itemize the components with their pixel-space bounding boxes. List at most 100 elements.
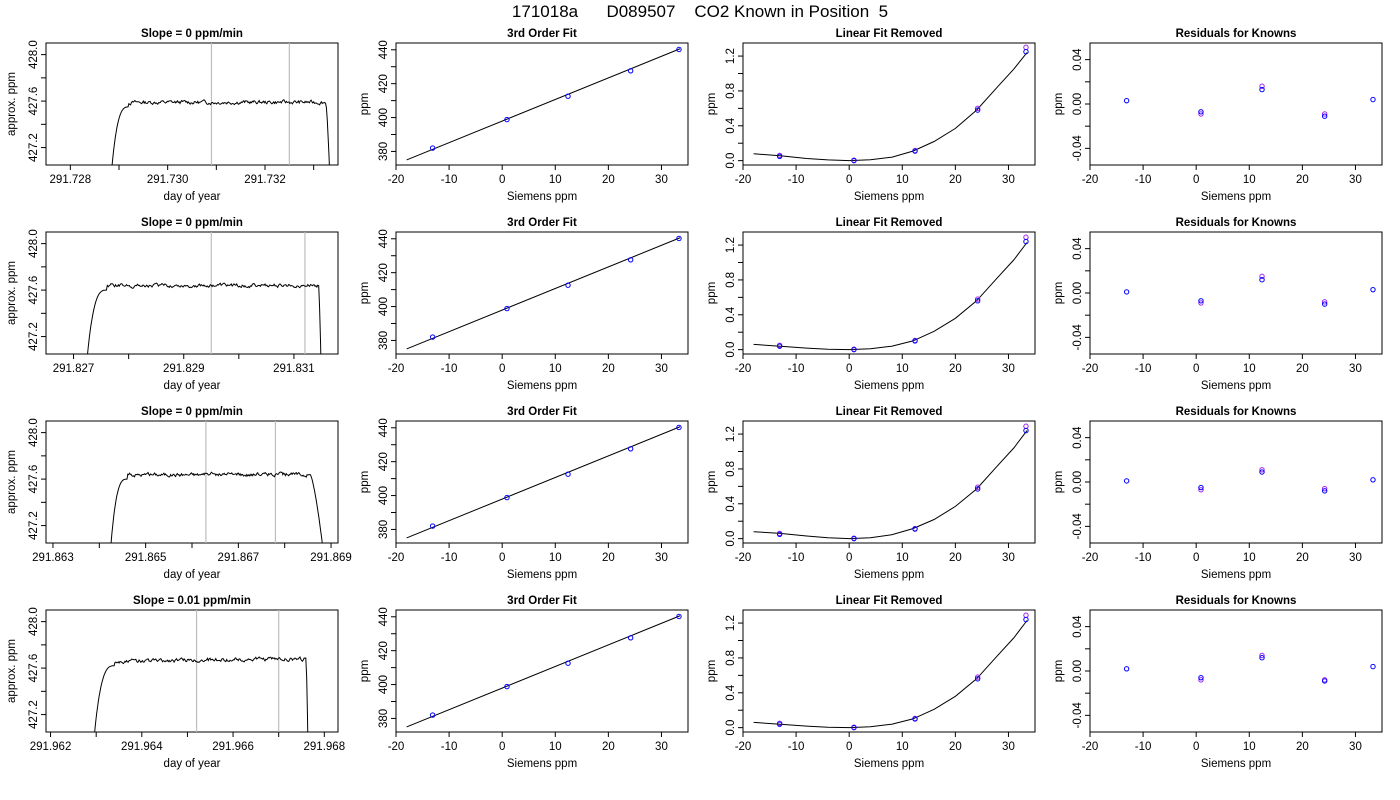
y-tick-label: 0.8 — [725, 272, 737, 288]
y-tick-label: 0.0 — [725, 153, 737, 169]
y-tick-label: 400 — [378, 297, 390, 316]
data-point — [974, 674, 981, 680]
x-tick-label: -20 — [388, 741, 405, 753]
x-tick-label: -20 — [735, 741, 752, 753]
data-point — [676, 613, 682, 620]
data-point — [1321, 111, 1328, 117]
plot-area — [406, 426, 681, 539]
chart-title: Slope = 0 ppm/min — [141, 217, 243, 229]
plot-frame — [45, 231, 339, 355]
chart-panel-r1c1: Slope = 0 ppm/min 291.728 291.730 291.732 42… — [6, 28, 339, 203]
x-tick-label: 0 — [1193, 741, 1199, 753]
x-tick-label: 20 — [602, 363, 615, 375]
data-point — [1198, 487, 1204, 493]
x-tick-label: -10 — [1135, 174, 1152, 186]
y-tick-label: -0.04 — [1072, 324, 1084, 351]
x-tick-label: 291.962 — [30, 741, 72, 753]
data-point — [1023, 49, 1029, 55]
chart-title: Linear Fit Removed — [836, 217, 943, 229]
y-axis-label: ppm — [359, 93, 371, 115]
chart-title: Residuals for Knowns — [1176, 217, 1297, 229]
y-tick-label: 0.0 — [725, 720, 737, 736]
x-tick-label: 20 — [949, 363, 962, 375]
y-tick-label: 400 — [378, 108, 390, 127]
data-point — [776, 153, 783, 159]
y-tick-label: 0.4 — [725, 684, 737, 701]
y-tick-label: 0.00 — [1072, 282, 1084, 304]
data-point — [974, 676, 981, 682]
data-point — [912, 338, 918, 344]
x-axis-label: Siemens ppm — [854, 758, 924, 770]
chart-panel-r3c4: Residuals for Knowns -20 -10 0 10 20 30 -0.04 0.… — [1053, 406, 1383, 581]
y-tick-label: 400 — [378, 675, 390, 694]
chart-panel-r2c1: Slope = 0 ppm/min 291.827 291.829 291.831 42… — [6, 217, 339, 392]
x-tick-label: 20 — [602, 174, 615, 186]
x-tick-label: 20 — [1296, 741, 1309, 753]
x-tick-label: 0 — [846, 363, 852, 375]
x-tick-label: 10 — [896, 363, 909, 375]
y-tick-label: 420 — [378, 452, 390, 471]
x-tick-label: -10 — [441, 174, 458, 186]
y-tick-label: 0.00 — [1072, 660, 1084, 682]
x-tick-label: 30 — [1002, 552, 1015, 564]
data-point — [1259, 469, 1265, 475]
x-tick-label: 0 — [846, 552, 852, 564]
y-tick-label: 428.0 — [28, 607, 40, 636]
chart-panel-r2c3: Linear Fit Removed -20 -10 0 10 20 30 0.0 0.4 0.8… — [706, 217, 1036, 392]
data-point — [1259, 273, 1265, 280]
data-point — [1023, 612, 1029, 618]
x-tick-label: -20 — [1082, 363, 1099, 375]
data-point — [974, 298, 981, 304]
plot-area — [87, 232, 322, 354]
x-tick-label: -20 — [388, 363, 405, 375]
x-tick-label: 0 — [499, 741, 505, 753]
y-tick-label: 427.2 — [28, 511, 40, 540]
y-tick-label: 420 — [378, 74, 390, 93]
x-tick-label: -20 — [1082, 174, 1099, 186]
chart-panel-r4c2: 3rd Order Fit -20 -10 0 10 20 30 380 400 420 440 Si… — [359, 595, 689, 770]
x-tick-label: 10 — [1243, 363, 1256, 375]
y-tick-label: 400 — [378, 486, 390, 505]
x-tick-label: -10 — [788, 174, 805, 186]
x-axis-label: day of year — [164, 380, 221, 392]
data-point — [1198, 111, 1204, 117]
y-axis-label: ppm — [359, 660, 371, 682]
data-point — [627, 446, 634, 452]
fit-line — [406, 237, 681, 350]
y-tick-label: 427.6 — [28, 276, 40, 305]
data-point — [974, 107, 981, 113]
x-tick-label: 30 — [1349, 174, 1362, 186]
y-tick-label: 380 — [378, 331, 390, 350]
plot-frame — [742, 420, 1036, 544]
x-tick-label: 30 — [655, 741, 668, 753]
x-tick-label: -20 — [1082, 741, 1099, 753]
data-point — [676, 235, 682, 242]
x-tick-label: 30 — [1002, 741, 1015, 753]
data-point — [851, 346, 857, 353]
y-axis-label: ppm — [706, 93, 718, 115]
x-axis-label: Siemens ppm — [1201, 569, 1271, 581]
chart-panel-r1c4: Residuals for Knowns -20 -10 0 10 20 30 -0.04 0.… — [1053, 28, 1383, 203]
fit-line — [406, 615, 681, 728]
data-point — [851, 157, 857, 164]
data-point — [1370, 663, 1376, 670]
x-tick-label: 291.968 — [304, 741, 346, 753]
x-tick-label: 0 — [1193, 363, 1199, 375]
data-point — [974, 296, 981, 302]
y-axis-label: ppm — [1053, 282, 1065, 304]
data-point — [504, 683, 510, 690]
x-tick-label: 0 — [846, 741, 852, 753]
data-point — [1123, 666, 1130, 672]
data-point — [912, 526, 918, 532]
plot-area — [753, 52, 1028, 162]
x-tick-label: 291.964 — [121, 741, 163, 753]
chart-panel-r4c3: Linear Fit Removed -20 -10 0 10 20 30 0.0 0.4 0.8… — [706, 595, 1036, 770]
chart-title: Residuals for Knowns — [1176, 406, 1297, 418]
y-tick-label: -0.04 — [1072, 135, 1084, 162]
x-tick-label: -10 — [788, 741, 805, 753]
y-tick-label: 427.2 — [28, 322, 40, 351]
data-point — [1259, 86, 1265, 93]
x-axis-label: Siemens ppm — [854, 191, 924, 203]
x-tick-label: 30 — [655, 363, 668, 375]
x-tick-label: -10 — [788, 363, 805, 375]
